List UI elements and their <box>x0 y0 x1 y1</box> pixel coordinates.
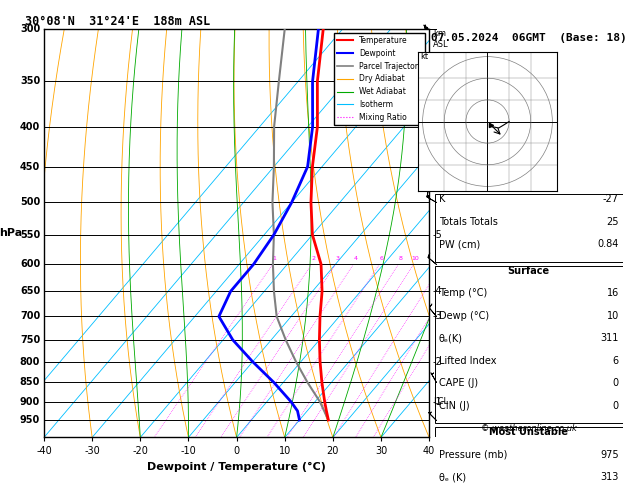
Bar <box>435 266 623 423</box>
Text: CAPE (J): CAPE (J) <box>438 378 478 388</box>
Bar <box>435 427 623 486</box>
Text: 0: 0 <box>613 378 619 388</box>
Text: 0.84: 0.84 <box>598 240 619 249</box>
Bar <box>435 194 623 262</box>
Text: Surface: Surface <box>508 266 550 276</box>
Text: -4: -4 <box>433 286 443 296</box>
Text: 800: 800 <box>19 357 40 367</box>
Text: kt: kt <box>420 52 428 61</box>
Text: PW (cm): PW (cm) <box>438 240 480 249</box>
Text: 975: 975 <box>600 450 619 460</box>
Text: 6: 6 <box>613 356 619 366</box>
Text: K: K <box>438 194 445 205</box>
Text: 3: 3 <box>336 256 340 261</box>
Text: 07.05.2024  06GMT  (Base: 18): 07.05.2024 06GMT (Base: 18) <box>431 33 626 43</box>
Text: -2: -2 <box>433 357 443 367</box>
Text: 600: 600 <box>20 259 40 269</box>
Text: 750: 750 <box>20 335 40 345</box>
Text: 30°08'N  31°24'E  188m ASL: 30°08'N 31°24'E 188m ASL <box>25 15 211 28</box>
Text: LCL: LCL <box>433 397 448 406</box>
Text: 950: 950 <box>20 415 40 425</box>
Text: 8: 8 <box>398 256 402 261</box>
Text: -7: -7 <box>433 122 443 132</box>
Text: 550: 550 <box>20 230 40 240</box>
Text: 10: 10 <box>411 256 420 261</box>
Text: Lifted Index: Lifted Index <box>438 356 496 366</box>
Text: 25: 25 <box>606 217 619 227</box>
Text: 1: 1 <box>273 256 277 261</box>
Text: CIN (J): CIN (J) <box>438 400 469 411</box>
Text: Most Unstable: Most Unstable <box>489 427 568 437</box>
Text: 450: 450 <box>20 162 40 172</box>
Text: 10: 10 <box>607 311 619 321</box>
Text: km
ASL: km ASL <box>433 29 448 49</box>
Text: 700: 700 <box>20 312 40 321</box>
Text: 2: 2 <box>311 256 316 261</box>
Text: 300: 300 <box>20 24 40 34</box>
Text: -1: -1 <box>433 397 443 407</box>
Text: θₑ (K): θₑ (K) <box>438 472 465 482</box>
Text: 4: 4 <box>353 256 357 261</box>
Text: -5: -5 <box>433 230 443 240</box>
Text: 900: 900 <box>20 397 40 407</box>
Text: 350: 350 <box>20 76 40 87</box>
Text: 850: 850 <box>19 377 40 387</box>
Text: Pressure (mb): Pressure (mb) <box>438 450 507 460</box>
Text: Temp (°C): Temp (°C) <box>438 288 487 298</box>
Text: -27: -27 <box>603 194 619 205</box>
Text: 0: 0 <box>613 400 619 411</box>
Text: hPa: hPa <box>0 228 23 238</box>
Text: -3: -3 <box>433 312 443 321</box>
Text: 400: 400 <box>20 122 40 132</box>
Text: Totals Totals: Totals Totals <box>438 217 498 227</box>
Text: 6: 6 <box>379 256 383 261</box>
Text: 500: 500 <box>20 197 40 208</box>
Text: 650: 650 <box>20 286 40 296</box>
Text: 311: 311 <box>601 333 619 343</box>
Text: -8: -8 <box>433 76 443 87</box>
Text: θₑ(K): θₑ(K) <box>438 333 462 343</box>
Text: © weatheronline.co.uk: © weatheronline.co.uk <box>481 424 577 434</box>
Text: Dewp (°C): Dewp (°C) <box>438 311 489 321</box>
Legend: Temperature, Dewpoint, Parcel Trajectory, Dry Adiabat, Wet Adiabat, Isotherm, Mi: Temperature, Dewpoint, Parcel Trajectory… <box>334 33 425 125</box>
Text: 16: 16 <box>607 288 619 298</box>
Text: -6: -6 <box>433 162 443 172</box>
X-axis label: Dewpoint / Temperature (°C): Dewpoint / Temperature (°C) <box>147 462 326 472</box>
Text: 313: 313 <box>601 472 619 482</box>
